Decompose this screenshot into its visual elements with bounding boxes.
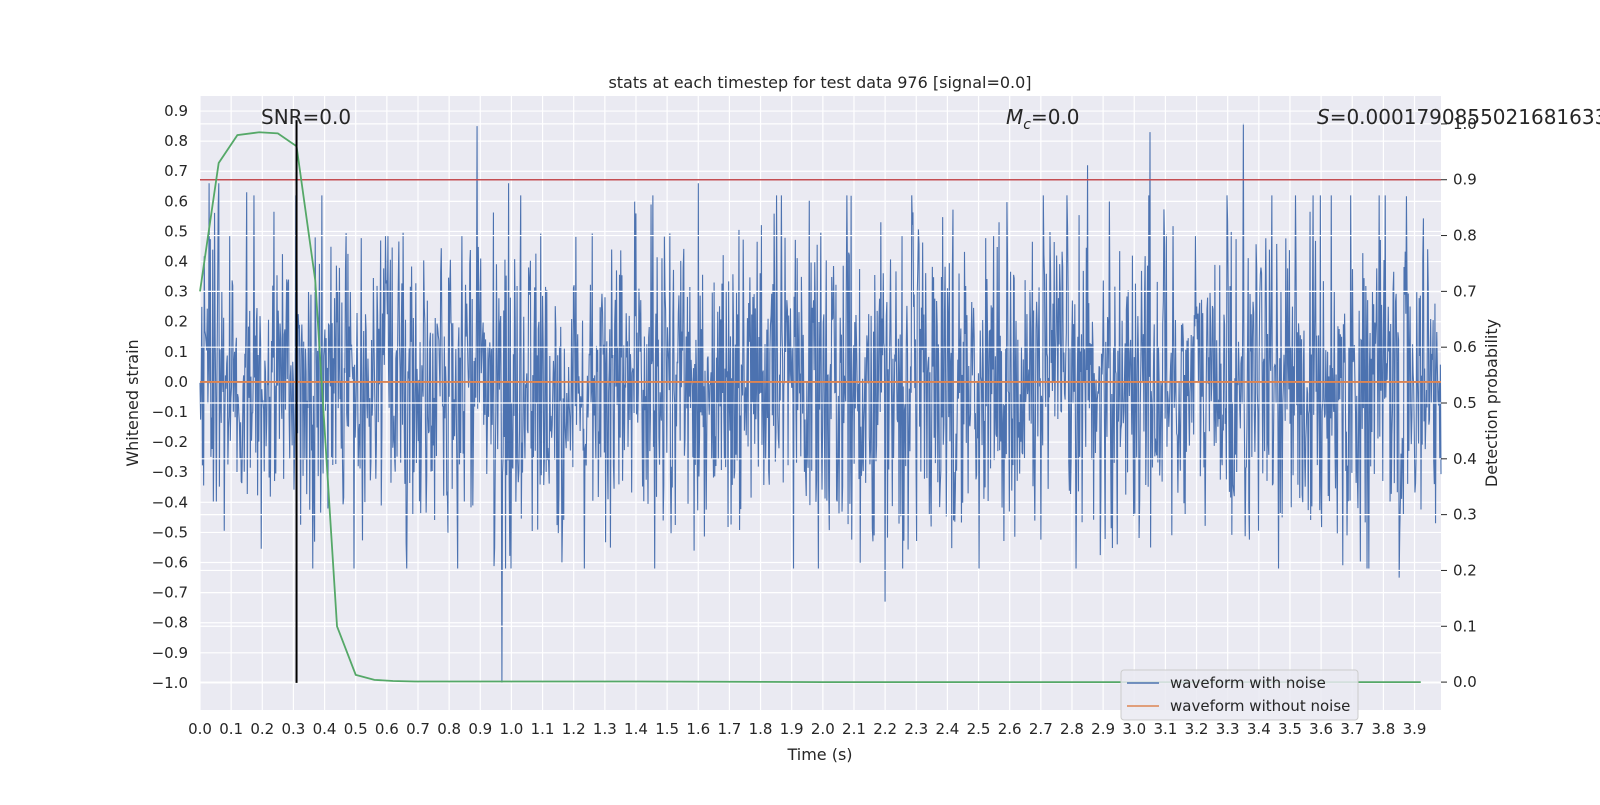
x-axis-label: Time (s) xyxy=(786,745,852,764)
x-tick-label: 1.2 xyxy=(562,720,586,738)
y-tick-label: −0.1 xyxy=(152,403,188,421)
x-tick-label: 0.5 xyxy=(344,720,368,738)
y-tick-label: 0.0 xyxy=(164,373,188,391)
y-tick-label: 0.3 xyxy=(164,283,188,301)
y2-tick-label: 0.2 xyxy=(1453,561,1477,579)
y-tick-label: −0.5 xyxy=(152,523,188,541)
s-value: =0.0001790855021681633 xyxy=(1330,105,1600,129)
y2-tick-label: 0.3 xyxy=(1453,506,1477,524)
x-tick-label: 1.6 xyxy=(686,720,710,738)
y2-axis-label: Detection probability xyxy=(1482,319,1501,487)
y2-tick-label: 0.6 xyxy=(1453,338,1477,356)
x-tick-label: 1.8 xyxy=(749,720,773,738)
y2-tick-label: 0.0 xyxy=(1453,673,1477,691)
y-tick-label: 0.2 xyxy=(164,313,188,331)
x-tick-label: 1.1 xyxy=(531,720,555,738)
x-tick-label: 3.8 xyxy=(1371,720,1395,738)
x-tick-label: 3.7 xyxy=(1340,720,1364,738)
x-tick-label: 1.9 xyxy=(780,720,804,738)
y2-tick-label: 0.5 xyxy=(1453,394,1477,412)
x-tick-label: 0.2 xyxy=(250,720,274,738)
x-tick-label: 0.4 xyxy=(313,720,337,738)
x-tick-label: 2.8 xyxy=(1060,720,1084,738)
tick-labels: 0.0 0.1 0.2 0.3 0.4 0.5 0.6 0.7 0.8 0.9 1.0 1.1 1.2 1… xyxy=(152,102,1477,738)
x-tick-label: 0.8 xyxy=(437,720,461,738)
x-tick-label: 3.4 xyxy=(1247,720,1271,738)
x-tick-label: 3.0 xyxy=(1122,720,1146,738)
snr-annotation: SNR=0.0 xyxy=(261,105,351,129)
legend-box xyxy=(1120,669,1359,721)
x-tick-label: 1.4 xyxy=(624,720,648,738)
series-waveform-with-noise xyxy=(199,123,1442,683)
mc-subscript: c xyxy=(1023,117,1031,133)
y-tick-label: −0.4 xyxy=(152,493,188,511)
y-tick-label: −0.8 xyxy=(152,614,188,632)
mc-symbol: M xyxy=(1006,105,1023,129)
y2-tick-label: 0.9 xyxy=(1453,171,1477,189)
y2-tick-label: 0.1 xyxy=(1453,617,1477,635)
y-tick-label: −0.6 xyxy=(152,554,188,572)
x-tick-label: 0.1 xyxy=(219,720,243,738)
x-tick-label: 1.0 xyxy=(499,720,523,738)
legend-label-without-noise: waveform without noise xyxy=(1170,697,1350,715)
x-tick-label: 0.3 xyxy=(281,720,305,738)
y-tick-label: 0.9 xyxy=(164,102,188,120)
x-tick-label: 0.6 xyxy=(375,720,399,738)
y2-tick-label: 1.0 xyxy=(1453,115,1477,133)
x-tick-label: 0.9 xyxy=(468,720,492,738)
x-tick-label: 3.5 xyxy=(1278,720,1302,738)
y2-tick-label: 0.4 xyxy=(1453,450,1477,468)
x-tick-label: 2.3 xyxy=(904,720,928,738)
x-tick-label: 1.7 xyxy=(717,720,741,738)
data-layer xyxy=(199,120,1442,683)
mc-value: =0.0 xyxy=(1031,105,1080,129)
y-tick-label: −0.9 xyxy=(152,644,188,662)
x-tick-label: 3.6 xyxy=(1309,720,1333,738)
y2-tick-label: 0.8 xyxy=(1453,227,1477,245)
x-tick-label: 3.2 xyxy=(1185,720,1209,738)
y-tick-label: 0.1 xyxy=(164,343,188,361)
x-tick-label: 3.9 xyxy=(1403,720,1427,738)
x-tick-label: 2.0 xyxy=(811,720,835,738)
y-tick-label: −1.0 xyxy=(152,674,188,692)
x-tick-label: 1.3 xyxy=(593,720,617,738)
series-detection-probability xyxy=(199,131,1421,683)
x-tick-label: 2.1 xyxy=(842,720,866,738)
y-tick-label: −0.2 xyxy=(152,433,188,451)
x-tick-label: 2.4 xyxy=(935,720,959,738)
x-tick-label: 1.5 xyxy=(655,720,679,738)
score-annotation: S=0.0001790855021681633 xyxy=(1317,105,1600,129)
y-tick-label: 0.4 xyxy=(164,253,188,271)
x-tick-label: 3.3 xyxy=(1216,720,1240,738)
x-tick-label: 2.2 xyxy=(873,720,897,738)
y-tick-label: 0.7 xyxy=(164,162,188,180)
y-tick-label: −0.3 xyxy=(152,463,188,481)
y2-tick-label: 0.7 xyxy=(1453,282,1477,300)
x-tick-label: 3.1 xyxy=(1153,720,1177,738)
y-tick-label: 0.5 xyxy=(164,222,188,240)
y-tick-label: 0.6 xyxy=(164,192,188,210)
s-symbol: S xyxy=(1317,105,1330,129)
legend-label-with-noise: waveform with noise xyxy=(1170,674,1326,692)
y-tick-label: −0.7 xyxy=(152,584,188,602)
x-tick-label: 0.7 xyxy=(406,720,430,738)
x-tick-label: 2.5 xyxy=(967,720,991,738)
y-tick-label: 0.8 xyxy=(164,132,188,150)
y-axis-label: Whitened strain xyxy=(123,339,142,466)
legend: waveform with noise waveform without noi… xyxy=(1120,669,1359,721)
x-tick-label: 2.9 xyxy=(1091,720,1115,738)
x-tick-label: 2.6 xyxy=(998,720,1022,738)
chart-title: stats at each timestep for test data 976… xyxy=(608,73,1031,92)
x-tick-label: 0.0 xyxy=(188,720,212,738)
chirp-mass-annotation: Mc=0.0 xyxy=(1006,105,1080,133)
x-tick-label: 2.7 xyxy=(1029,720,1053,738)
